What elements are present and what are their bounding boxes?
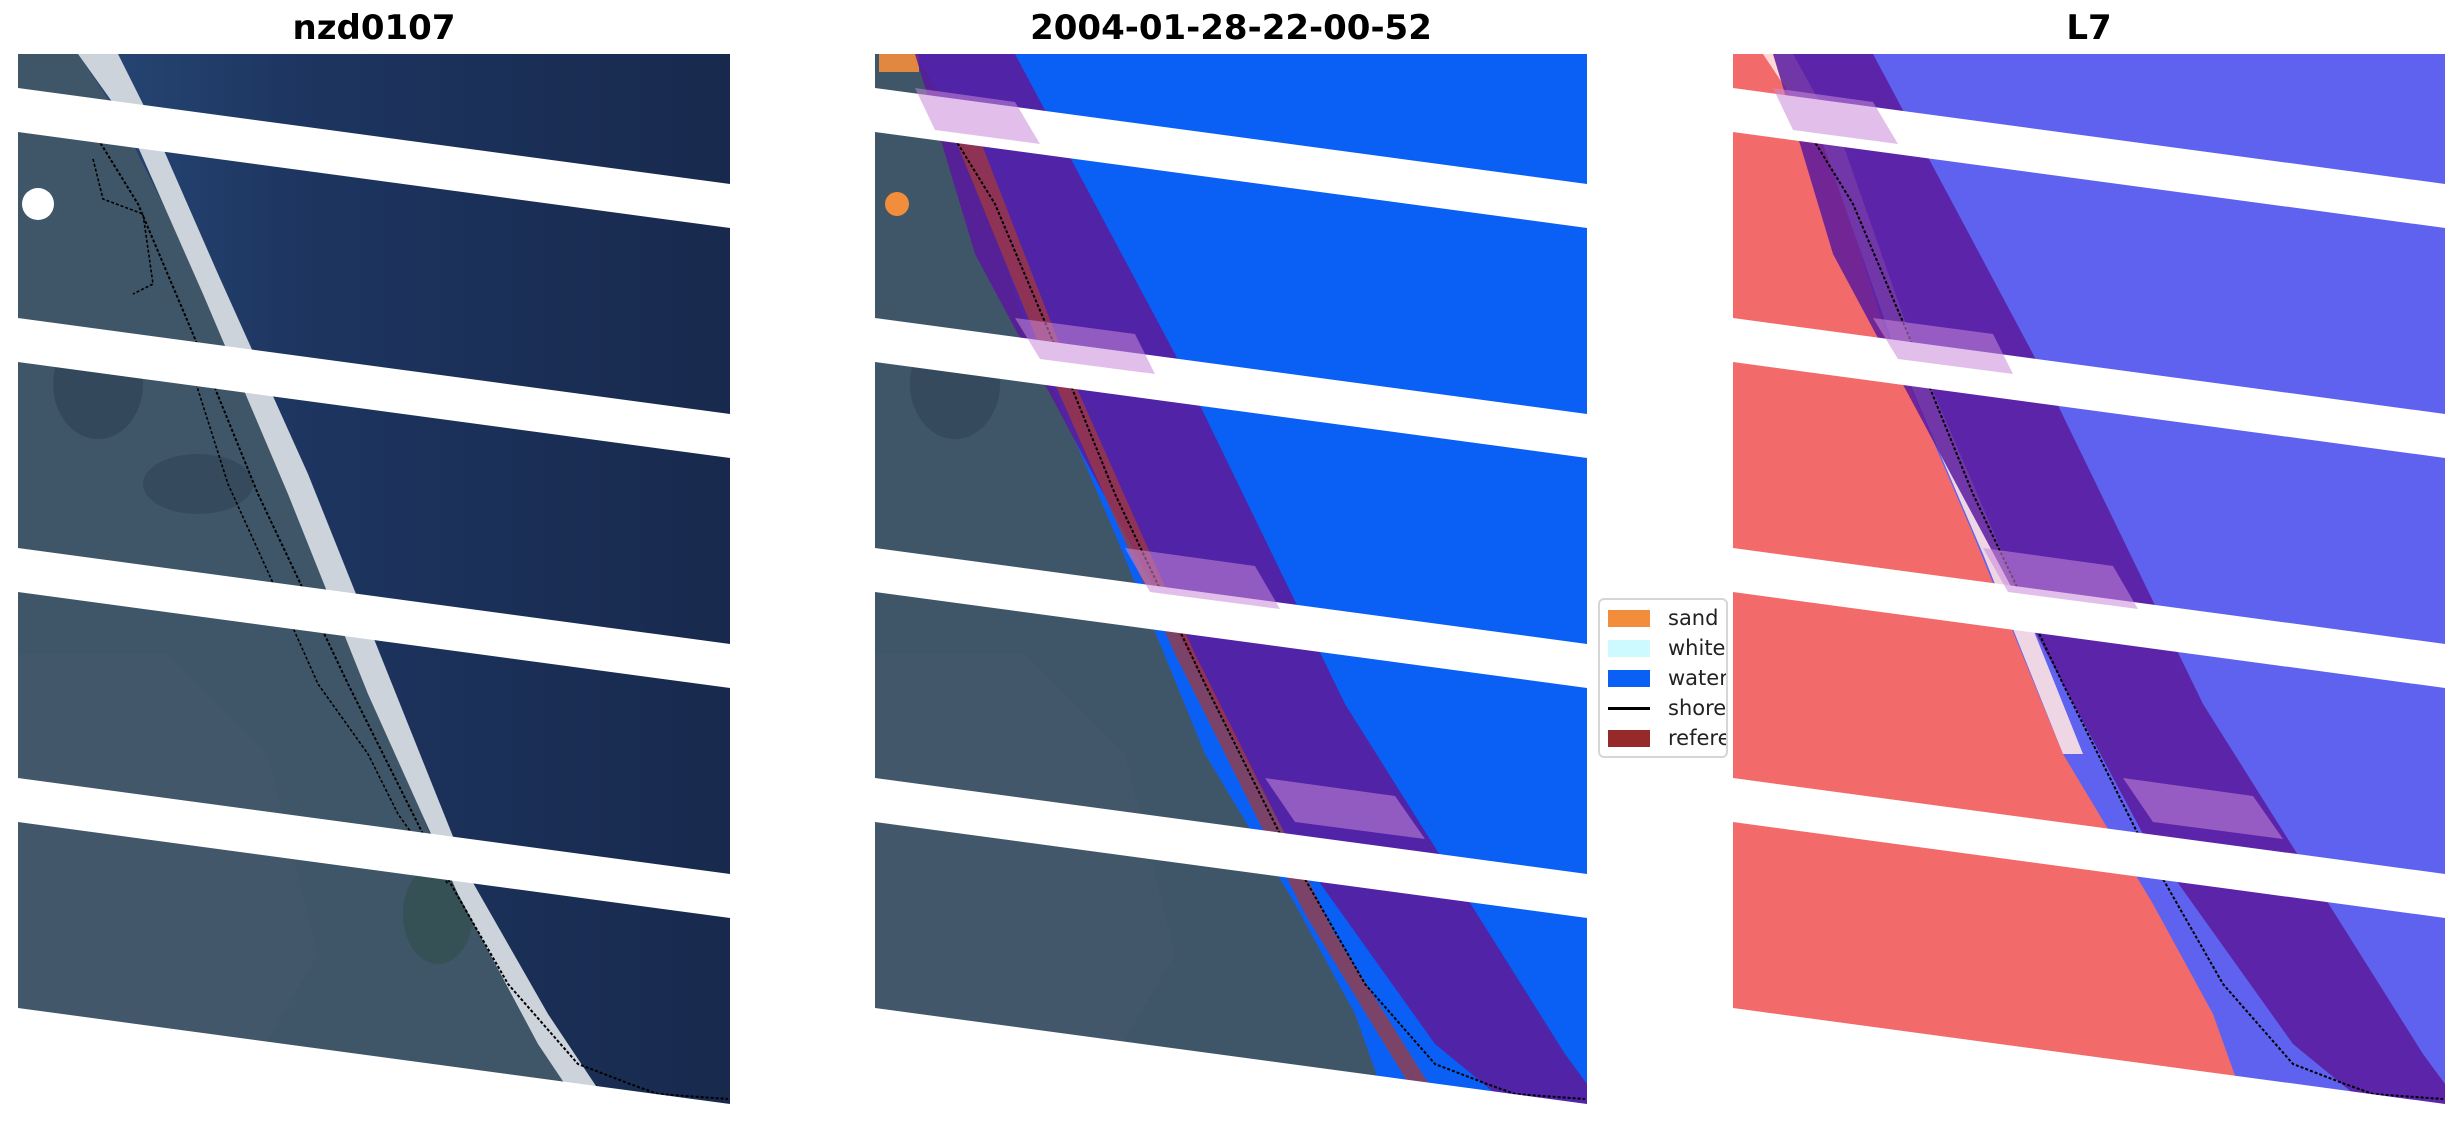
beach-strip bbox=[78, 54, 618, 1126]
sand-class-patch bbox=[885, 192, 909, 216]
shoreline-contour bbox=[97, 138, 729, 1100]
panel-title-classified: 2004-01-28-22-00-52 bbox=[1030, 8, 1432, 48]
rgb-image-panel bbox=[18, 54, 730, 1126]
legend-item-water: water bbox=[1608, 666, 1728, 690]
legend-item-reference-buffer: reference shoreline buffer bbox=[1608, 726, 1726, 750]
classified-image-panel bbox=[875, 54, 1587, 1126]
legend-item-sand: sand bbox=[1608, 606, 1726, 630]
legend-label-reference-buffer: reference shoreline buffer bbox=[1668, 726, 1726, 750]
scan-line-gaps bbox=[1733, 88, 2445, 1126]
index-image-panel bbox=[1733, 54, 2445, 1126]
legend-label-water: water bbox=[1668, 666, 1728, 690]
panel-title-index: L7 bbox=[2066, 8, 2112, 48]
legend-label-shoreline: shoreline bbox=[1668, 696, 1727, 720]
rgb-image bbox=[18, 54, 730, 1126]
shoreline-contour bbox=[954, 138, 1586, 1100]
index-image bbox=[1733, 54, 2445, 1126]
legend-item-shoreline: shoreline bbox=[1608, 696, 1727, 720]
legend-swatch-whitewater bbox=[1608, 640, 1650, 657]
classified-image bbox=[875, 54, 1587, 1126]
legend-swatch-sand bbox=[1608, 610, 1650, 627]
legend-swatch-water bbox=[1608, 670, 1650, 687]
legend-line-shoreline bbox=[1608, 707, 1650, 710]
legend-swatch-reference-buffer bbox=[1608, 730, 1650, 747]
shoreline-contour bbox=[1812, 138, 2444, 1100]
legend-label-sand: sand bbox=[1668, 606, 1719, 630]
scan-line-gaps bbox=[18, 88, 730, 1126]
panel-title-rgb: nzd0107 bbox=[292, 8, 456, 48]
